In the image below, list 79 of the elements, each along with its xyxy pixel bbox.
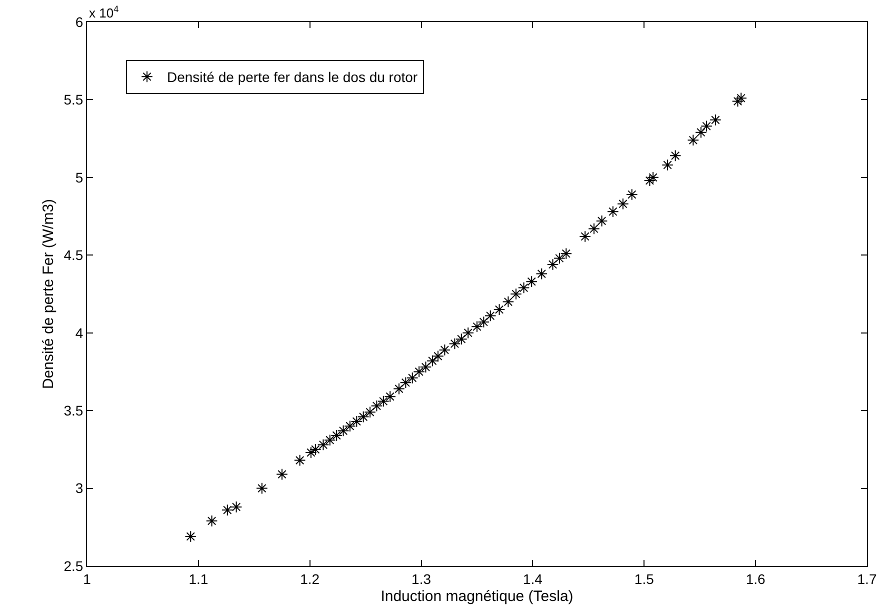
- point: [406, 372, 418, 384]
- point: [350, 416, 363, 428]
- y-tick-label: 6: [75, 14, 84, 30]
- point: [579, 230, 591, 242]
- y-tick-label: 4.5: [64, 247, 84, 264]
- point: [518, 282, 530, 294]
- point: [471, 320, 483, 333]
- x-tick-label: 1.1: [188, 570, 208, 587]
- point: [378, 395, 390, 408]
- point: [184, 530, 197, 542]
- y-tick-label: 4: [75, 324, 84, 341]
- point: [700, 120, 712, 132]
- point: [647, 172, 659, 184]
- y-tick-label: 3.5: [64, 402, 84, 418]
- point: [384, 390, 396, 402]
- point: [484, 310, 496, 322]
- point: [732, 95, 744, 108]
- point: [310, 444, 322, 456]
- point: [413, 366, 425, 378]
- y-tick-label: 5: [75, 169, 84, 186]
- text: x 10$^{4}$: [89, 4, 119, 20]
- point: [324, 434, 336, 446]
- point: [393, 382, 405, 395]
- legend-label: Densité de perte fer dans le dos du rotor: [167, 69, 418, 86]
- y-tick-label: 3: [75, 480, 84, 496]
- point: [276, 468, 288, 480]
- point: [462, 326, 474, 339]
- point: [256, 482, 268, 494]
- point: [493, 304, 506, 316]
- point: [617, 198, 629, 210]
- point: [596, 215, 608, 227]
- point: [510, 288, 522, 300]
- point: [526, 276, 538, 288]
- x-axis-title: Induction magnétique (Tesla): [380, 588, 574, 605]
- point: [305, 446, 317, 458]
- x-tick-label: 1.4: [522, 570, 543, 587]
- point: [588, 222, 600, 235]
- point: [669, 150, 682, 162]
- point: [448, 338, 461, 350]
- point: [420, 361, 432, 373]
- point: [364, 406, 376, 418]
- point: [710, 114, 722, 126]
- point: [337, 424, 350, 437]
- point: [230, 501, 242, 513]
- x-tick-label: 1.3: [412, 570, 432, 587]
- x-tick-label: 1.2: [300, 570, 320, 587]
- point: [546, 258, 559, 270]
- x-tick-label: 1.7: [857, 570, 877, 587]
- point: [432, 350, 444, 362]
- point: [317, 438, 330, 451]
- point: [478, 316, 490, 328]
- x-tick-label: 1.5: [634, 570, 654, 587]
- point: [560, 248, 572, 260]
- point: [695, 126, 707, 138]
- point: [644, 174, 656, 186]
- point: [330, 430, 342, 442]
- point: [735, 92, 747, 104]
- x-tick-label: 1.6: [746, 570, 766, 587]
- point: [357, 410, 370, 423]
- point: [456, 333, 468, 345]
- point: [206, 515, 218, 527]
- point: [662, 159, 674, 171]
- y-tick-label: 2.5: [64, 558, 84, 574]
- y-tick-label: 5.5: [64, 92, 84, 108]
- point: [626, 188, 638, 200]
- point: [400, 376, 412, 388]
- point: [554, 252, 566, 264]
- y-axis-title: Densité de perte Fer (W/m3): [40, 198, 57, 390]
- point: [502, 296, 514, 308]
- point: [438, 344, 451, 356]
- point: [294, 454, 306, 466]
- x-tick-label: 1: [83, 570, 92, 587]
- point: [687, 134, 700, 146]
- point: [607, 206, 619, 218]
- point: [344, 420, 356, 432]
- point: [222, 504, 234, 516]
- point: [370, 400, 383, 412]
- point: [426, 354, 438, 367]
- point: [536, 268, 548, 280]
